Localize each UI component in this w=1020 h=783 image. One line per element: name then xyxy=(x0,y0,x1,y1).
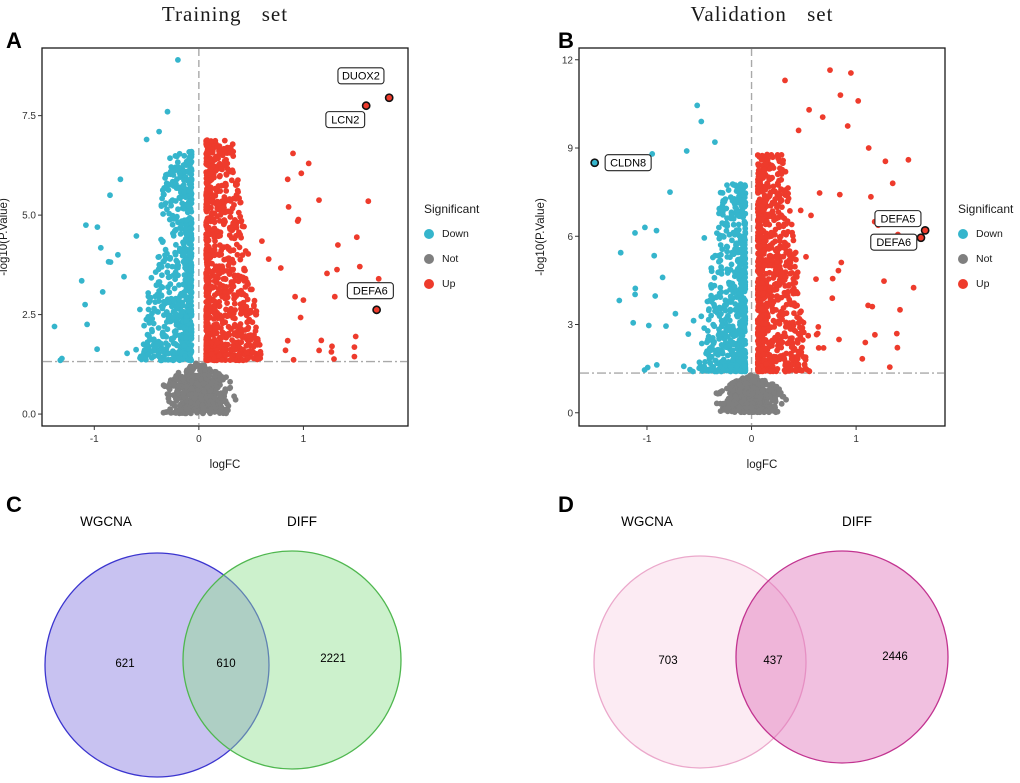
x-tick-label: 1 xyxy=(853,434,859,445)
legend-label-down: Down xyxy=(442,228,469,240)
volcano-plot-validation: -1 0 1 0 3 6 9 12 CLDN8 DEFA5 DEFA6 xyxy=(562,47,946,445)
scatter-points xyxy=(616,67,917,416)
x-tick-label: -1 xyxy=(90,434,99,445)
x-tick-label: 0 xyxy=(196,434,202,445)
panel-letter-a: A xyxy=(6,28,22,53)
gene-label: DUOX2 xyxy=(342,71,380,83)
legend-item-up: Up xyxy=(958,278,1020,290)
venn-count-wgcna-only: 621 xyxy=(115,658,135,670)
legend-label-up: Up xyxy=(442,278,456,290)
gene-label-box xyxy=(870,233,918,251)
gene-label-box xyxy=(874,210,922,228)
x-axis-label-a: logFC xyxy=(209,459,241,471)
legend-item-not: Not xyxy=(424,253,514,265)
gene-label-box xyxy=(337,67,385,85)
y-tick-label: 5.0 xyxy=(22,211,36,222)
down-dot-icon xyxy=(958,229,968,239)
scatter-points xyxy=(51,57,382,417)
venn-set-label-diff: DIFF xyxy=(842,514,872,529)
plot-area xyxy=(41,47,409,427)
gene-label: DEFA6 xyxy=(876,237,911,249)
legend-label-up: Up xyxy=(976,278,990,290)
labeled-gene-point xyxy=(361,101,371,111)
venn-count-diff-only: 2221 xyxy=(320,653,346,665)
legend-title-b: Significant xyxy=(958,202,1014,216)
y-axis-label-b: -log10(P.Value) xyxy=(535,198,547,276)
volcano-plot-training: -1 0 1 0.0 2.5 5.0 7.5 DUOX2 LCN2 DEFA6 xyxy=(22,47,409,445)
labeled-gene-point xyxy=(920,225,930,235)
legend-item-not: Not xyxy=(958,253,1020,265)
validation-set-title: Validation set xyxy=(690,2,834,26)
legend-b: Significant Down Not Up xyxy=(958,202,1020,303)
y-tick-label: 6 xyxy=(567,232,573,243)
legend-label-down: Down xyxy=(976,228,1003,240)
gene-label-box xyxy=(346,282,394,300)
legend-item-down: Down xyxy=(958,228,1020,240)
labeled-gene-point xyxy=(590,158,600,168)
gene-label: DEFA6 xyxy=(353,286,388,298)
x-axis-label-b: logFC xyxy=(746,459,778,471)
venn-circle-right xyxy=(182,550,402,770)
venn-diagram-validation xyxy=(593,550,949,769)
x-tick-label: 1 xyxy=(301,434,307,445)
not-dot-icon xyxy=(958,254,968,264)
venn-circle-right xyxy=(735,550,949,764)
legend-label-not: Not xyxy=(976,253,993,265)
legend-label-not: Not xyxy=(442,253,459,265)
legend-a: Significant Down Not Up xyxy=(424,202,514,303)
y-tick-label: 12 xyxy=(562,55,574,66)
y-tick-label: 9 xyxy=(567,144,573,155)
gene-label-box xyxy=(325,111,366,129)
y-tick-label: 0 xyxy=(567,408,573,419)
gene-label: CLDN8 xyxy=(610,158,646,170)
labeled-gene-point xyxy=(372,305,382,315)
labeled-gene-point xyxy=(916,233,926,243)
legend-item-down: Down xyxy=(424,228,514,240)
venn-count-intersection: 437 xyxy=(763,655,783,667)
venn-set-label-wgcna: WGCNA xyxy=(621,514,673,529)
gene-label: LCN2 xyxy=(331,114,359,126)
y-tick-label: 2.5 xyxy=(22,310,36,321)
x-tick-label: -1 xyxy=(643,434,652,445)
venn-set-label-diff: DIFF xyxy=(287,514,317,529)
legend-item-up: Up xyxy=(424,278,514,290)
panel-letter-d: D xyxy=(558,492,574,517)
labeled-gene-point xyxy=(384,93,394,103)
up-dot-icon xyxy=(424,279,434,289)
venn-count-intersection: 610 xyxy=(216,658,236,670)
gene-label-box xyxy=(604,154,652,172)
venn-set-label-wgcna: WGCNA xyxy=(80,514,132,529)
training-set-title: Training set xyxy=(161,2,289,26)
panel-letter-b: B xyxy=(558,28,574,53)
venn-circle-left xyxy=(44,552,270,778)
venn-count-wgcna-only: 703 xyxy=(658,655,678,667)
y-tick-label: 0.0 xyxy=(22,410,36,421)
y-axis-label-a: -log10(P.Value) xyxy=(0,198,10,276)
not-dot-icon xyxy=(424,254,434,264)
legend-title-a: Significant xyxy=(424,202,480,216)
venn-count-diff-only: 2446 xyxy=(882,651,908,663)
panel-letter-c: C xyxy=(6,492,22,517)
up-dot-icon xyxy=(958,279,968,289)
y-tick-label: 3 xyxy=(567,320,573,331)
venn-diagram-training xyxy=(44,550,402,778)
y-tick-label: 7.5 xyxy=(22,111,36,122)
down-dot-icon xyxy=(424,229,434,239)
gene-label: DEFA5 xyxy=(881,213,916,225)
x-tick-label: 0 xyxy=(749,434,755,445)
